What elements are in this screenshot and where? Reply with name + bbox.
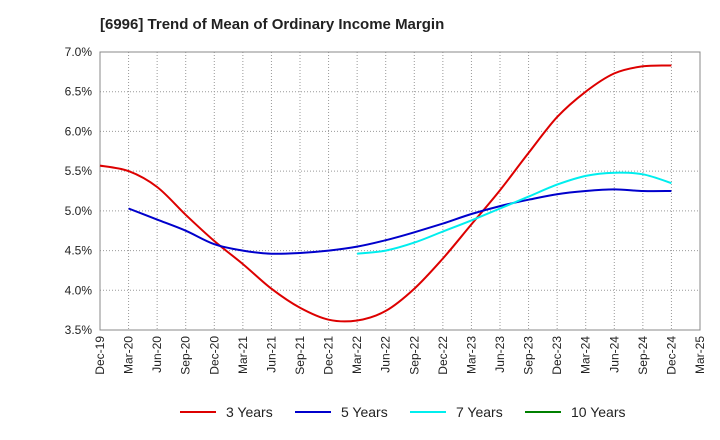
y-tick-label: 3.5%: [65, 323, 93, 337]
series-line-5-years: [128, 188, 672, 255]
x-tick-label: Sep-24: [636, 336, 650, 375]
legend-label: 10 Years: [571, 404, 626, 420]
y-tick-label: 4.5%: [65, 244, 93, 258]
x-tick-label: Sep-23: [522, 336, 536, 375]
legend: 3 Years 5 Years 7 Years 10 Years: [180, 404, 640, 420]
x-tick-label: Mar-20: [122, 336, 136, 374]
chart-title: [6996] Trend of Mean of Ordinary Income …: [100, 16, 445, 33]
x-tick-label: Dec-23: [550, 336, 564, 375]
x-tick-label: Mar-23: [464, 336, 478, 374]
x-tick-label: Jun-20: [150, 336, 164, 373]
x-tick-label: Sep-20: [179, 336, 193, 375]
y-tick-label: 7.0%: [65, 45, 93, 59]
legend-item-3-years: 3 Years: [180, 404, 295, 420]
legend-label: 5 Years: [341, 404, 388, 420]
y-tick-label: 6.0%: [65, 124, 93, 138]
legend-swatch: [295, 411, 331, 413]
y-tick-label: 4.0%: [65, 283, 93, 297]
x-tick-label: Dec-22: [436, 336, 450, 375]
x-tick-label: Jun-24: [607, 336, 621, 373]
legend-swatch: [410, 411, 446, 413]
x-tick-label: Jun-22: [379, 336, 393, 373]
legend-item-10-years: 10 Years: [525, 404, 640, 420]
legend-label: 3 Years: [226, 404, 273, 420]
x-tick-label: Mar-25: [693, 336, 707, 374]
x-tick-label: Mar-21: [236, 336, 250, 374]
legend-swatch: [180, 411, 216, 413]
x-tick-label: Sep-22: [407, 336, 421, 375]
y-tick-label: 5.0%: [65, 204, 93, 218]
x-tick-label: Dec-24: [664, 336, 678, 375]
legend-label: 7 Years: [456, 404, 503, 420]
legend-item-7-years: 7 Years: [410, 404, 525, 420]
x-tick-label: Jun-23: [493, 336, 507, 373]
y-tick-label: 6.5%: [65, 85, 93, 99]
legend-item-5-years: 5 Years: [295, 404, 410, 420]
x-tick-label: Jun-21: [264, 336, 278, 373]
x-tick-label: Mar-24: [579, 336, 593, 374]
y-tick-label: 5.5%: [65, 164, 93, 178]
plot-area-frame: [99, 51, 701, 331]
x-tick-label: Dec-20: [207, 336, 221, 375]
x-tick-label: Dec-19: [93, 336, 107, 375]
series-lines: [99, 64, 672, 323]
series-line-3-years: [99, 64, 672, 323]
series-line-7-years: [356, 171, 672, 255]
x-axis: Dec-19 Mar-20 Jun-20 Sep-20 Dec-20 Mar-21 Jun-…: [93, 336, 707, 375]
x-tick-label: Mar-22: [350, 336, 364, 374]
x-tick-label: Sep-21: [293, 336, 307, 375]
grid: [100, 52, 700, 330]
x-tick-label: Dec-21: [322, 336, 336, 375]
y-axis: 3.5% 4.0% 4.5% 5.0% 5.5% 6.0% 6.5% 7.0%: [65, 45, 93, 337]
legend-swatch: [525, 411, 561, 413]
